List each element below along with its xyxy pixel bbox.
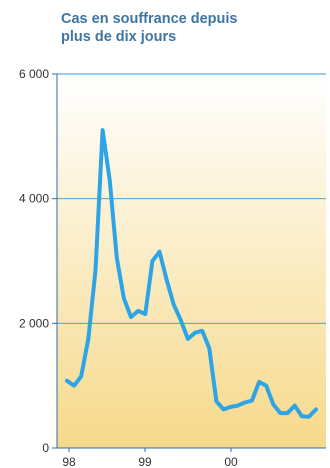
y-axis-tick-labels: 0 2 000 4 000 6 000 xyxy=(19,67,49,455)
data-point xyxy=(221,407,226,411)
data-point xyxy=(72,384,76,388)
gridlines xyxy=(57,73,326,324)
data-point xyxy=(285,411,290,415)
data-point xyxy=(278,411,282,415)
data-point xyxy=(193,331,197,335)
x-axis-tick-labels: 98 99 00 xyxy=(62,455,238,468)
data-point xyxy=(271,402,275,406)
data-point xyxy=(65,379,69,383)
data-point xyxy=(207,346,211,350)
data-point xyxy=(136,309,140,313)
y-tick-label: 2 000 xyxy=(19,316,49,330)
data-point xyxy=(165,278,169,282)
data-point xyxy=(214,399,218,403)
series-layer xyxy=(65,128,318,419)
chart-title: Cas en souffrance depuis plus de dix jou… xyxy=(61,10,321,46)
data-point xyxy=(243,400,247,405)
x-tick-label: 98 xyxy=(62,455,76,468)
data-point xyxy=(300,414,304,418)
data-point xyxy=(172,303,176,307)
data-point xyxy=(314,407,318,411)
x-tick-label: 99 xyxy=(138,455,152,468)
data-point xyxy=(86,337,90,341)
data-point xyxy=(79,374,83,378)
data-point xyxy=(179,318,183,322)
data-point xyxy=(122,296,126,300)
data-point xyxy=(307,415,311,419)
data-point xyxy=(257,380,261,384)
chart-title-line-1: Cas en souffrance depuis xyxy=(61,11,238,27)
series-line xyxy=(65,128,318,419)
data-point xyxy=(250,399,254,403)
data-point xyxy=(129,315,133,319)
data-point xyxy=(115,256,119,260)
data-point xyxy=(264,384,268,388)
data-point xyxy=(293,404,297,408)
data-point xyxy=(200,329,204,333)
data-point xyxy=(229,405,233,409)
data-point xyxy=(101,128,105,132)
data-point xyxy=(157,250,162,254)
chart-title-line-2: plus de dix jours xyxy=(61,29,177,45)
y-tick-label: 4 000 xyxy=(19,192,49,206)
data-point xyxy=(150,259,154,263)
axes xyxy=(52,73,326,452)
data-point xyxy=(108,178,112,182)
data-point xyxy=(143,312,147,316)
y-tick-label: 6 000 xyxy=(19,67,49,81)
x-tick-label: 00 xyxy=(224,455,238,468)
data-point xyxy=(93,268,98,272)
y-tick-label: 0 xyxy=(42,441,49,455)
data-point xyxy=(236,404,240,408)
data-point xyxy=(186,337,190,341)
